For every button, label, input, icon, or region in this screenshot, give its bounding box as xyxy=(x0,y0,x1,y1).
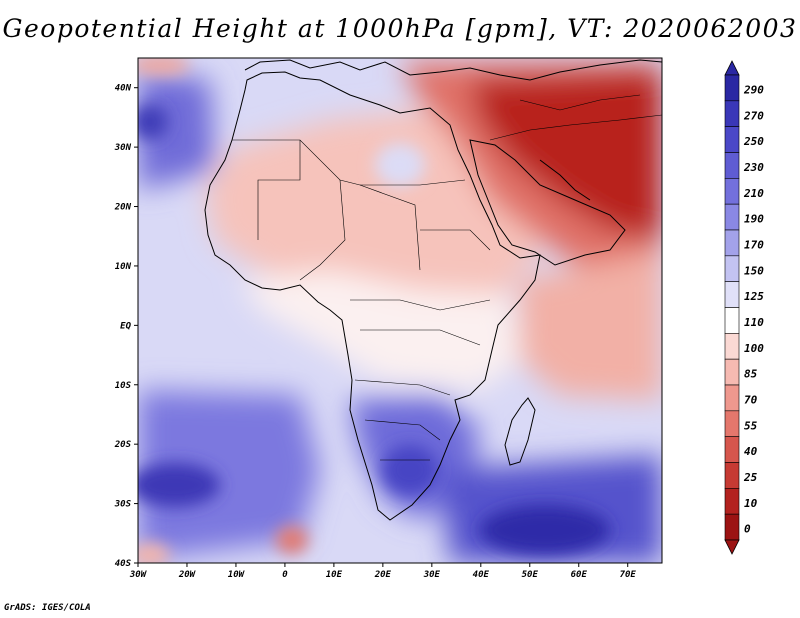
lon-tick-label: 10W xyxy=(228,570,246,580)
coastlines xyxy=(204,59,662,521)
colorbar-label: 250 xyxy=(743,135,764,148)
coastline-europe xyxy=(244,59,662,81)
lon-tick-label: 40E xyxy=(473,570,490,580)
colorbar-swatch xyxy=(724,229,740,257)
colorbar-bottom-arrow xyxy=(724,539,740,555)
colorbar-swatch xyxy=(724,178,740,205)
colorbar-swatch xyxy=(724,126,740,153)
map-frame xyxy=(137,57,663,564)
colorbar-swatch xyxy=(724,358,740,386)
colorbar-swatch xyxy=(724,410,740,437)
colorbar-label: 210 xyxy=(743,187,764,200)
lon-tick-label: 30W xyxy=(129,570,148,580)
country-borders xyxy=(232,94,662,461)
coastline-madagascar xyxy=(504,397,536,466)
field-sa-core xyxy=(138,463,220,507)
field-nw-low xyxy=(138,58,190,75)
colorbar-swatch xyxy=(724,513,740,541)
map-axes: 30W 20W 10W 0 10E 20E 30E 40E 50E 60E 70E 40N 30N 20N… xyxy=(114,84,637,580)
lat-tick-label: 20S xyxy=(114,440,132,450)
field-cape-low xyxy=(276,526,308,554)
colorbar-label: 55 xyxy=(744,419,758,432)
colorbar-label: 230 xyxy=(743,161,764,174)
lat-tick-label: 10S xyxy=(115,381,132,391)
field-indian-ocean xyxy=(520,250,662,400)
colorbar-swatch xyxy=(724,307,740,334)
colorbar-swatch xyxy=(724,152,740,179)
colorbar-swatch xyxy=(724,384,740,412)
colorbar-label: 190 xyxy=(744,213,764,226)
height-field xyxy=(138,58,662,563)
field-sahara-low xyxy=(205,110,540,300)
field-azores-core xyxy=(138,104,168,140)
colorbar-swatch xyxy=(724,436,740,463)
colorbar-label: 150 xyxy=(744,264,764,277)
lon-tick-label: 50E xyxy=(522,570,539,580)
field-arabia-core xyxy=(470,70,662,240)
coastline-arabia xyxy=(469,139,626,266)
lon-tick-label: 30E xyxy=(423,570,441,580)
lon-tick-label: 20W xyxy=(178,570,197,580)
lon-tick-label: 20E xyxy=(374,570,392,580)
lat-tick-label: 10N xyxy=(115,262,132,272)
lon-tick-label: 0 xyxy=(282,570,288,580)
coastline-persian-gulf xyxy=(539,159,591,201)
colorbar-swatch xyxy=(724,333,740,360)
colorbar-label: 70 xyxy=(744,394,758,407)
field-saf-core xyxy=(382,445,438,495)
field-io-core xyxy=(480,505,610,555)
colorbar-label: 25 xyxy=(743,471,758,484)
field-sahel-white xyxy=(375,143,425,187)
colorbar-swatch xyxy=(724,488,740,515)
lon-tick-label: 70E xyxy=(620,570,637,580)
colorbar-swatch xyxy=(724,100,740,127)
lat-tick-label: 30N xyxy=(114,143,132,153)
colorbar-label: 100 xyxy=(744,342,764,355)
field-south-atlantic-high xyxy=(138,390,320,560)
lon-tick-label: 60E xyxy=(571,570,588,580)
lat-tick-label: 40N xyxy=(115,84,132,94)
lat-tick-label: 40S xyxy=(115,559,132,569)
chart-title: Geopotential Height at 1000hPa [gpm], VT… xyxy=(2,14,798,43)
colorbar: 2902702502302101901701501251101008570554… xyxy=(724,60,764,555)
colorbar-label: 270 xyxy=(743,109,764,122)
lon-tick-label: 10E xyxy=(326,570,343,580)
lat-tick-label: 20N xyxy=(114,203,132,213)
lat-tick-label: 30S xyxy=(114,500,132,510)
colorbar-swatch xyxy=(724,255,740,282)
colorbar-top-arrow xyxy=(724,60,740,76)
colorbar-label: 10 xyxy=(744,497,758,510)
lat-tick-label: EQ xyxy=(120,321,131,331)
field-sw-low xyxy=(138,543,170,563)
colorbar-label: 125 xyxy=(744,290,764,303)
colorbar-swatch xyxy=(724,281,740,308)
colorbar-label: 170 xyxy=(744,239,764,252)
colorbar-label: 85 xyxy=(744,368,758,381)
coastline-africa xyxy=(204,71,541,521)
colorbar-label: 0 xyxy=(744,523,751,536)
colorbar-swatch xyxy=(724,203,740,231)
colorbar-swatch xyxy=(724,462,740,489)
colorbar-label: 110 xyxy=(744,316,764,329)
colorbar-label: 40 xyxy=(744,445,758,458)
grads-credit: GrADS: IGES/COLA xyxy=(4,603,91,613)
field-azores-high xyxy=(138,70,215,190)
colorbar-label: 290 xyxy=(743,84,764,97)
colorbar-swatch xyxy=(724,74,740,102)
